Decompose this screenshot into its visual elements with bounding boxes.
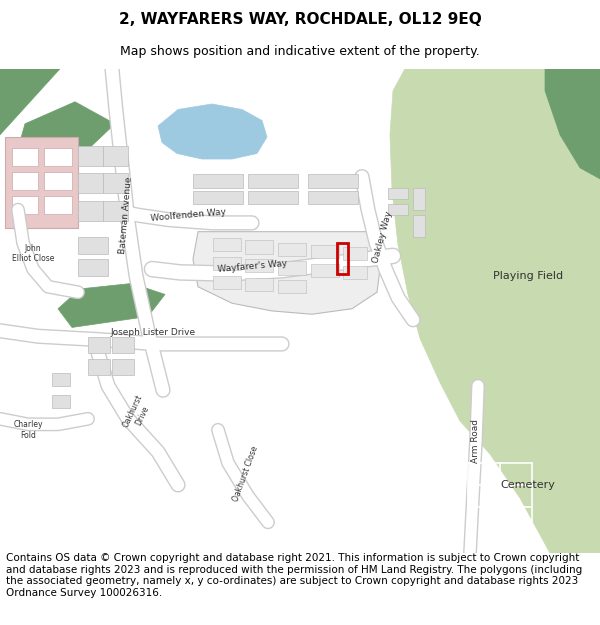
Bar <box>103 173 128 193</box>
Text: Oakhurst
Drive: Oakhurst Drive <box>122 393 154 433</box>
Polygon shape <box>5 137 78 228</box>
Bar <box>88 338 110 352</box>
Bar <box>311 245 339 258</box>
Bar <box>308 191 358 204</box>
Polygon shape <box>44 173 72 190</box>
Bar <box>103 201 128 221</box>
Text: Oakhurst Close: Oakhurst Close <box>232 445 260 503</box>
Polygon shape <box>44 196 72 214</box>
Bar <box>78 259 108 276</box>
Bar <box>337 242 348 274</box>
Polygon shape <box>390 69 600 553</box>
Bar <box>245 259 273 272</box>
Text: John
Elliot Close: John Elliot Close <box>12 244 54 263</box>
Polygon shape <box>193 232 382 314</box>
Bar <box>78 146 103 166</box>
Text: Map shows position and indicative extent of the property.: Map shows position and indicative extent… <box>120 45 480 58</box>
Bar <box>78 237 108 254</box>
Bar <box>245 278 273 291</box>
Bar <box>78 201 103 221</box>
Bar <box>245 241 273 254</box>
Text: Playing Field: Playing Field <box>493 271 563 281</box>
Bar <box>413 215 425 237</box>
Polygon shape <box>12 173 38 190</box>
Bar <box>88 359 110 375</box>
Bar <box>308 174 358 188</box>
Text: Contains OS data © Crown copyright and database right 2021. This information is : Contains OS data © Crown copyright and d… <box>6 553 582 598</box>
Text: Wayfarer's Way: Wayfarer's Way <box>217 259 287 274</box>
Bar <box>278 261 306 274</box>
Bar <box>213 238 241 251</box>
Bar <box>193 174 243 188</box>
Bar <box>248 174 298 188</box>
Text: 2, WAYFARERS WAY, ROCHDALE, OL12 9EQ: 2, WAYFARERS WAY, ROCHDALE, OL12 9EQ <box>119 12 481 27</box>
Text: Joseph Lister Drive: Joseph Lister Drive <box>110 329 196 338</box>
Bar <box>112 359 134 375</box>
Polygon shape <box>12 196 38 214</box>
Bar <box>343 266 367 279</box>
Bar <box>103 146 128 166</box>
Polygon shape <box>158 104 267 159</box>
Bar <box>388 188 408 199</box>
Bar <box>52 372 70 386</box>
Bar <box>112 338 134 352</box>
Text: Charley
Fold: Charley Fold <box>13 420 43 439</box>
Bar <box>213 276 241 289</box>
Bar <box>52 394 70 408</box>
Bar <box>78 173 103 193</box>
Text: Oakley Way: Oakley Way <box>372 210 394 264</box>
Bar <box>248 191 298 204</box>
Bar <box>413 188 425 209</box>
Bar <box>193 191 243 204</box>
Polygon shape <box>58 283 165 328</box>
Bar <box>388 204 408 215</box>
Bar <box>278 280 306 293</box>
Polygon shape <box>0 69 60 135</box>
Polygon shape <box>44 148 72 166</box>
Bar <box>343 247 367 260</box>
Bar <box>311 264 339 277</box>
Text: Cemetery: Cemetery <box>500 480 556 490</box>
Bar <box>213 257 241 270</box>
Polygon shape <box>545 69 600 179</box>
Polygon shape <box>15 102 115 190</box>
Text: Bateman Avenue: Bateman Avenue <box>118 176 134 254</box>
Bar <box>278 242 306 256</box>
Text: Arm Road: Arm Road <box>472 419 481 463</box>
Polygon shape <box>12 148 38 166</box>
Polygon shape <box>555 69 600 124</box>
Text: Woolfenden Way: Woolfenden Way <box>150 208 226 223</box>
